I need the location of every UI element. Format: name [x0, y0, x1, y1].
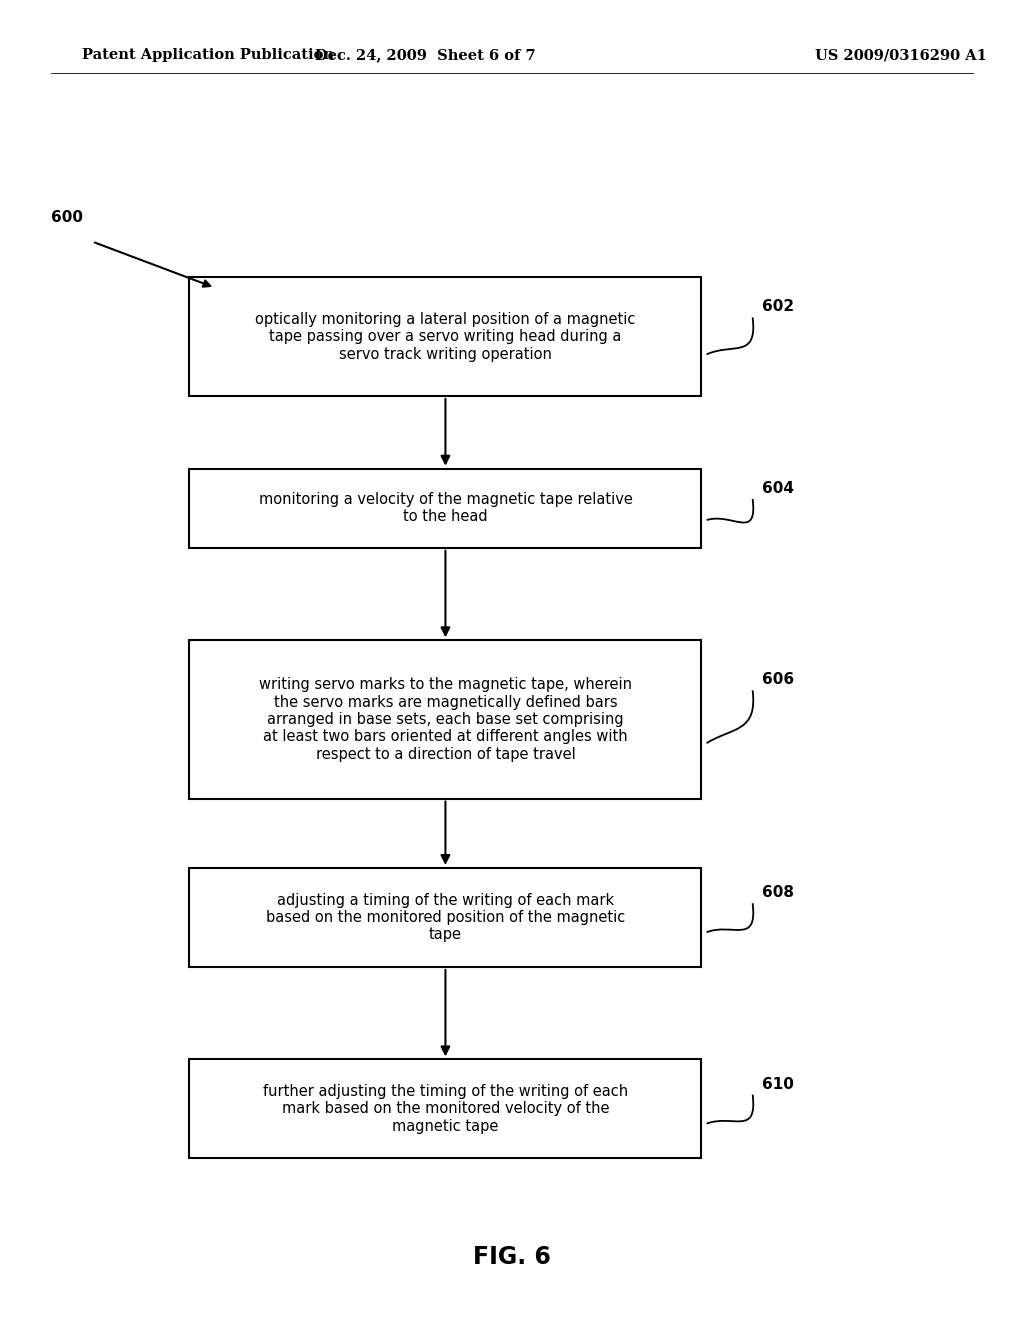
Text: US 2009/0316290 A1: US 2009/0316290 A1 [815, 49, 987, 62]
Text: adjusting a timing of the writing of each mark
based on the monitored position o: adjusting a timing of the writing of eac… [266, 892, 625, 942]
Text: Dec. 24, 2009  Sheet 6 of 7: Dec. 24, 2009 Sheet 6 of 7 [314, 49, 536, 62]
Text: 602: 602 [762, 300, 795, 314]
Text: 606: 606 [762, 672, 795, 688]
Text: FIG. 6: FIG. 6 [473, 1245, 551, 1270]
Text: writing servo marks to the magnetic tape, wherein
the servo marks are magnetical: writing servo marks to the magnetic tape… [259, 677, 632, 762]
Text: monitoring a velocity of the magnetic tape relative
to the head: monitoring a velocity of the magnetic ta… [258, 492, 633, 524]
FancyBboxPatch shape [189, 869, 701, 966]
Text: 608: 608 [762, 886, 795, 900]
Text: optically monitoring a lateral position of a magnetic
tape passing over a servo : optically monitoring a lateral position … [255, 312, 636, 362]
Text: further adjusting the timing of the writing of each
mark based on the monitored : further adjusting the timing of the writ… [263, 1084, 628, 1134]
Text: 600: 600 [50, 210, 83, 226]
FancyBboxPatch shape [189, 1059, 701, 1159]
FancyBboxPatch shape [189, 277, 701, 396]
FancyBboxPatch shape [189, 640, 701, 799]
Text: 604: 604 [762, 480, 795, 496]
FancyBboxPatch shape [189, 469, 701, 548]
Text: 610: 610 [762, 1077, 795, 1092]
Text: Patent Application Publication: Patent Application Publication [82, 49, 334, 62]
